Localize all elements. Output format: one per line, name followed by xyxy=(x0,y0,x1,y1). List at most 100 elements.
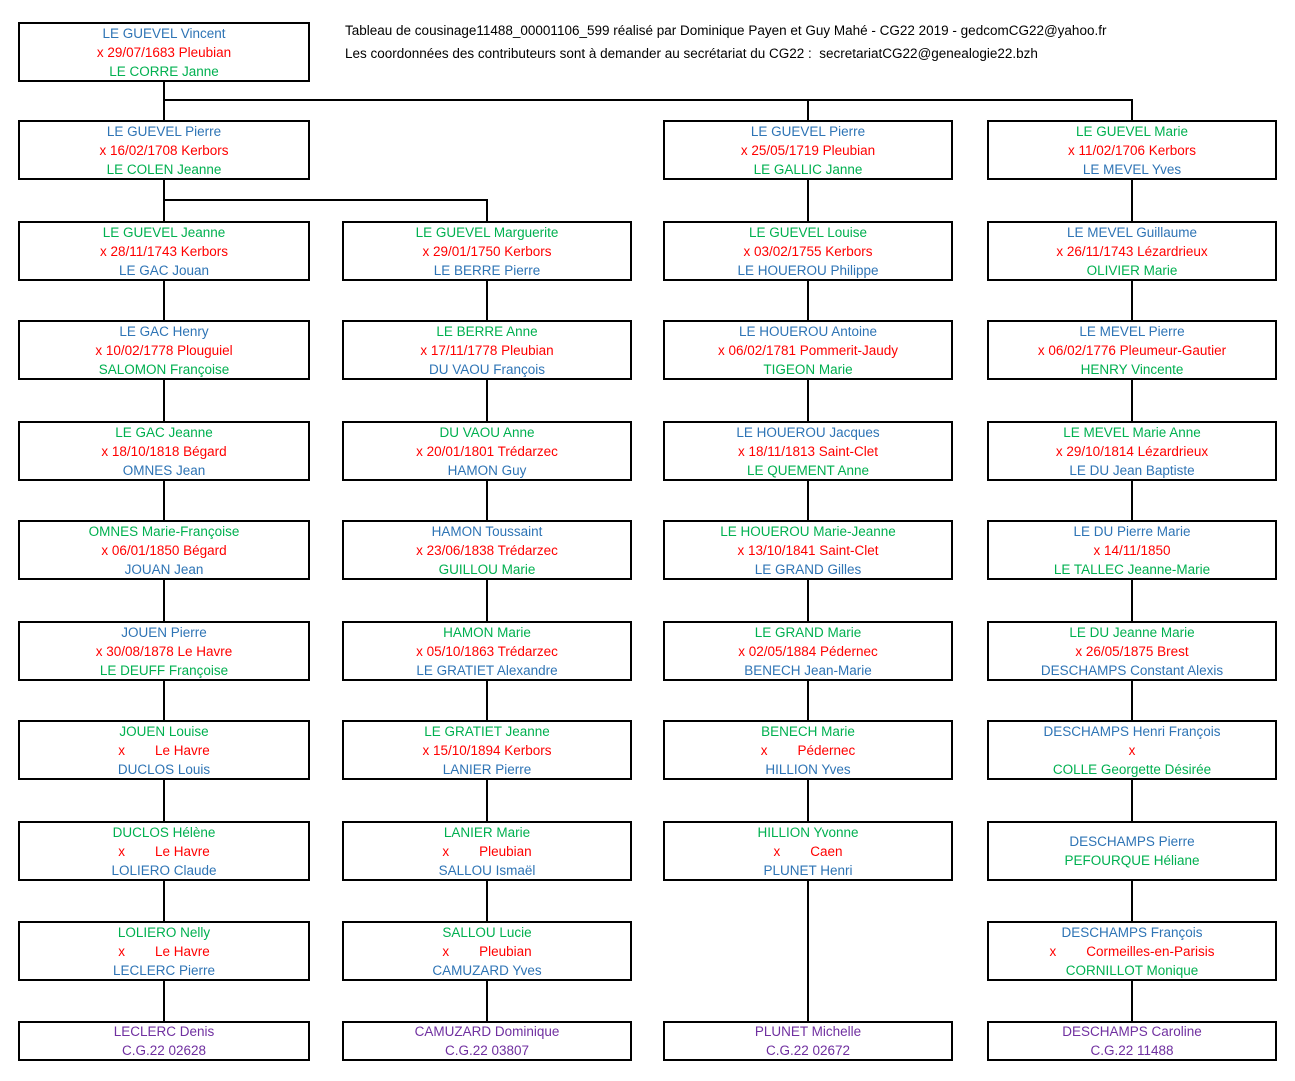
tree-connector-vertical xyxy=(486,780,488,821)
contributor-name: LECLERC Denis xyxy=(113,1024,215,1039)
marriage-line: x 11/02/1706 Kerbors xyxy=(1067,142,1197,158)
person-box: LE HOUEROU Antoine x 06/02/1781 Pommerit-… xyxy=(663,320,953,380)
marriage-line: x Caen xyxy=(773,843,843,859)
spouse-name: LE MEVEL Yves xyxy=(1082,161,1182,177)
spouse-name: SALOMON Françoise xyxy=(98,361,230,377)
spouse-name: LE GRATIET Alexandre xyxy=(416,662,558,678)
tree-connector-vertical xyxy=(807,881,809,1021)
person-box: LE GRATIET Jeanne x 15/10/1894 Kerbors LAN… xyxy=(342,720,632,780)
tree-connector-vertical xyxy=(1131,100,1133,120)
spouse-name: HILLION Yves xyxy=(765,761,851,777)
spouse-name: LE TALLEC Jeanne-Marie xyxy=(1053,561,1211,577)
person-name: DU VAOU Anne xyxy=(439,424,535,440)
person-name: JOUEN Pierre xyxy=(121,624,207,640)
contributor-name: PLUNET Michelle xyxy=(754,1024,862,1039)
marriage-line: x Pédernec xyxy=(760,742,856,758)
marriage-line: x 29/07/1683 Pleubian xyxy=(96,44,232,60)
spouse-name: LE BERRE Pierre xyxy=(433,262,541,278)
tree-connector-horizontal xyxy=(163,199,488,201)
tree-connector-vertical xyxy=(163,780,165,821)
spouse-name: OMNES Jean xyxy=(122,462,206,478)
tree-connector-vertical xyxy=(486,380,488,421)
tree-connector-vertical xyxy=(163,981,165,1021)
person-name: SALLOU Lucie xyxy=(442,924,532,940)
cg-reference: C.G.22 02628 xyxy=(121,1043,207,1058)
marriage-line: x 18/11/1813 Saint-Clet xyxy=(737,443,879,459)
tree-connector-vertical xyxy=(1131,481,1133,520)
tree-connector-vertical xyxy=(163,281,165,320)
spouse-name: LE CORRE Janne xyxy=(109,63,219,79)
spouse-name: OLIVIER Marie xyxy=(1086,262,1178,278)
person-name: LOLIERO Nelly xyxy=(117,924,211,940)
contributor-name: DESCHAMPS Caroline xyxy=(1062,1024,1202,1039)
marriage-line: x 15/10/1894 Kerbors xyxy=(422,742,552,758)
person-name: DESCHAMPS Henri François xyxy=(1043,723,1221,739)
spouse-name: GUILLOU Marie xyxy=(438,561,536,577)
person-box: JOUEN Pierre x 30/08/1878 Le Havre LE DEUF… xyxy=(18,621,310,681)
marriage-line: x 02/05/1884 Pédernec xyxy=(738,643,878,659)
cg-reference: C.G.22 11488 xyxy=(1090,1043,1174,1058)
marriage-line: x 06/01/1850 Bégard xyxy=(101,542,227,558)
tree-connector-vertical xyxy=(1131,380,1133,421)
tree-connector-vertical xyxy=(807,281,809,320)
person-name: HAMON Toussaint xyxy=(431,523,543,539)
spouse-name: COLLE Georgette Désirée xyxy=(1052,761,1212,777)
tree-connector-vertical xyxy=(486,681,488,720)
tree-connector-vertical xyxy=(807,481,809,520)
person-box: LOLIERO Nelly x Le Havre LECLERC Pierre xyxy=(18,921,310,981)
marriage-line: x 29/01/1750 Kerbors xyxy=(422,243,552,259)
tree-connector-vertical xyxy=(163,82,165,120)
spouse-name: LE GAC Jouan xyxy=(118,262,210,278)
tree-connector-vertical xyxy=(163,580,165,621)
person-box: LE DU Jeanne Marie x 26/05/1875 Brest DESC… xyxy=(987,621,1277,681)
person-name: LE MEVEL Pierre xyxy=(1079,323,1185,339)
tree-connector-vertical xyxy=(1131,580,1133,621)
marriage-line: x 06/02/1776 Pleumeur-Gautier xyxy=(1037,342,1227,358)
marriage-line: x 26/11/1743 Lézardrieux xyxy=(1056,243,1208,259)
spouse-name: LE QUEMENT Anne xyxy=(746,462,870,478)
tree-connector-vertical xyxy=(486,981,488,1021)
person-box: LE HOUEROU Jacques x 18/11/1813 Saint-Cle… xyxy=(663,421,953,481)
tree-connector-vertical xyxy=(807,180,809,221)
person-name: DESCHAMPS François xyxy=(1061,924,1203,940)
person-box: HILLION Yvonne x Caen PLUNET Henri xyxy=(663,821,953,881)
marriage-line: x 23/06/1838 Trédarzec xyxy=(416,542,558,558)
chart-title-line2: Les coordonnées des contributeurs sont à… xyxy=(345,46,1038,61)
person-box: LE GRAND Marie x 02/05/1884 Pédernec BENEC… xyxy=(663,621,953,681)
tree-connector-vertical xyxy=(163,881,165,921)
tree-connector-vertical xyxy=(163,380,165,421)
person-box: LE MEVEL Marie Anne x 29/10/1814 Lézardri… xyxy=(987,421,1277,481)
tree-connector-vertical xyxy=(163,481,165,520)
marriage-line: x 28/11/1743 Kerbors xyxy=(99,243,229,259)
tree-connector-vertical xyxy=(486,580,488,621)
tree-connector-vertical xyxy=(486,481,488,520)
person-box: LE DU Pierre Marie x 14/11/1850 LE TALLEC … xyxy=(987,520,1277,580)
person-name: OMNES Marie-Françoise xyxy=(88,523,240,539)
marriage-line: x 26/05/1875 Brest xyxy=(1075,643,1189,659)
person-name: LE HOUEROU Marie-Jeanne xyxy=(720,523,896,539)
person-box: LE GAC Henry x 10/02/1778 Plouguiel SALOMO… xyxy=(18,320,310,380)
tree-connector-vertical xyxy=(807,681,809,720)
person-box: DESCHAMPS Pierre PEFOURQUE Héliane xyxy=(987,821,1277,881)
marriage-line: x Pleubian xyxy=(442,943,532,959)
spouse-name: LE HOUEROU Philippe xyxy=(737,262,879,278)
tree-connector-vertical xyxy=(1131,780,1133,821)
contributor-name: CAMUZARD Dominique xyxy=(414,1024,560,1039)
person-name: DESCHAMPS Pierre xyxy=(1069,834,1195,849)
marriage-line: x 29/10/1814 Lézardrieux xyxy=(1055,443,1209,459)
marriage-line: x Le Havre xyxy=(118,742,210,758)
tree-connector-vertical xyxy=(1131,180,1133,221)
person-box: DUCLOS Hélène x Le Havre LOLIERO Claude xyxy=(18,821,310,881)
spouse-name: LANIER Pierre xyxy=(442,761,532,777)
marriage-line: x 14/11/1850 xyxy=(1093,542,1171,558)
cg-reference: C.G.22 03807 xyxy=(444,1043,530,1058)
person-name: LE GUEVEL Pierre xyxy=(750,123,866,139)
person-name: DUCLOS Hélène xyxy=(112,824,216,840)
person-box: LE GUEVEL Pierre x 25/05/1719 Pleubian LE … xyxy=(663,120,953,180)
tree-connector-vertical xyxy=(486,200,488,221)
person-name: HILLION Yvonne xyxy=(757,824,859,840)
marriage-line: x Pleubian xyxy=(442,843,532,859)
marriage-line: x 10/02/1778 Plouguiel xyxy=(95,342,233,358)
person-box: DESCHAMPS François x Cormeilles-en-Parisi… xyxy=(987,921,1277,981)
